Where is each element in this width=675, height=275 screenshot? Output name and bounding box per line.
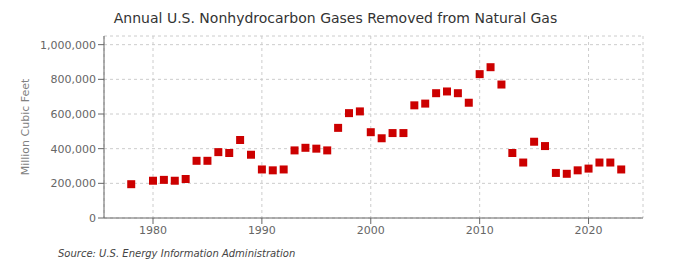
svg-text:200,000: 200,000: [51, 177, 97, 190]
svg-text:2000: 2000: [357, 224, 385, 237]
svg-text:1,000,000: 1,000,000: [40, 39, 96, 52]
svg-text:2010: 2010: [466, 224, 494, 237]
html-text:Source: U.S. Energy Informatio: Source: U.S. Energy Information Administ…: [58, 248, 296, 259]
svg-text:400,000: 400,000: [51, 143, 97, 156]
svg-text:0: 0: [89, 212, 96, 225]
svg-text:800,000: 800,000: [51, 73, 97, 86]
svg-text:1990: 1990: [248, 224, 276, 237]
svg-text:600,000: 600,000: [51, 108, 97, 121]
html-text:Annual U.S. Nonhydrocarbon Gas: Annual U.S. Nonhydrocarbon Gases Removed…: [113, 10, 558, 26]
svg-text:2020: 2020: [575, 224, 603, 237]
svg-text:Million Cubic Feet: Million Cubic Feet: [19, 78, 32, 175]
svg-text:1980: 1980: [139, 224, 167, 237]
